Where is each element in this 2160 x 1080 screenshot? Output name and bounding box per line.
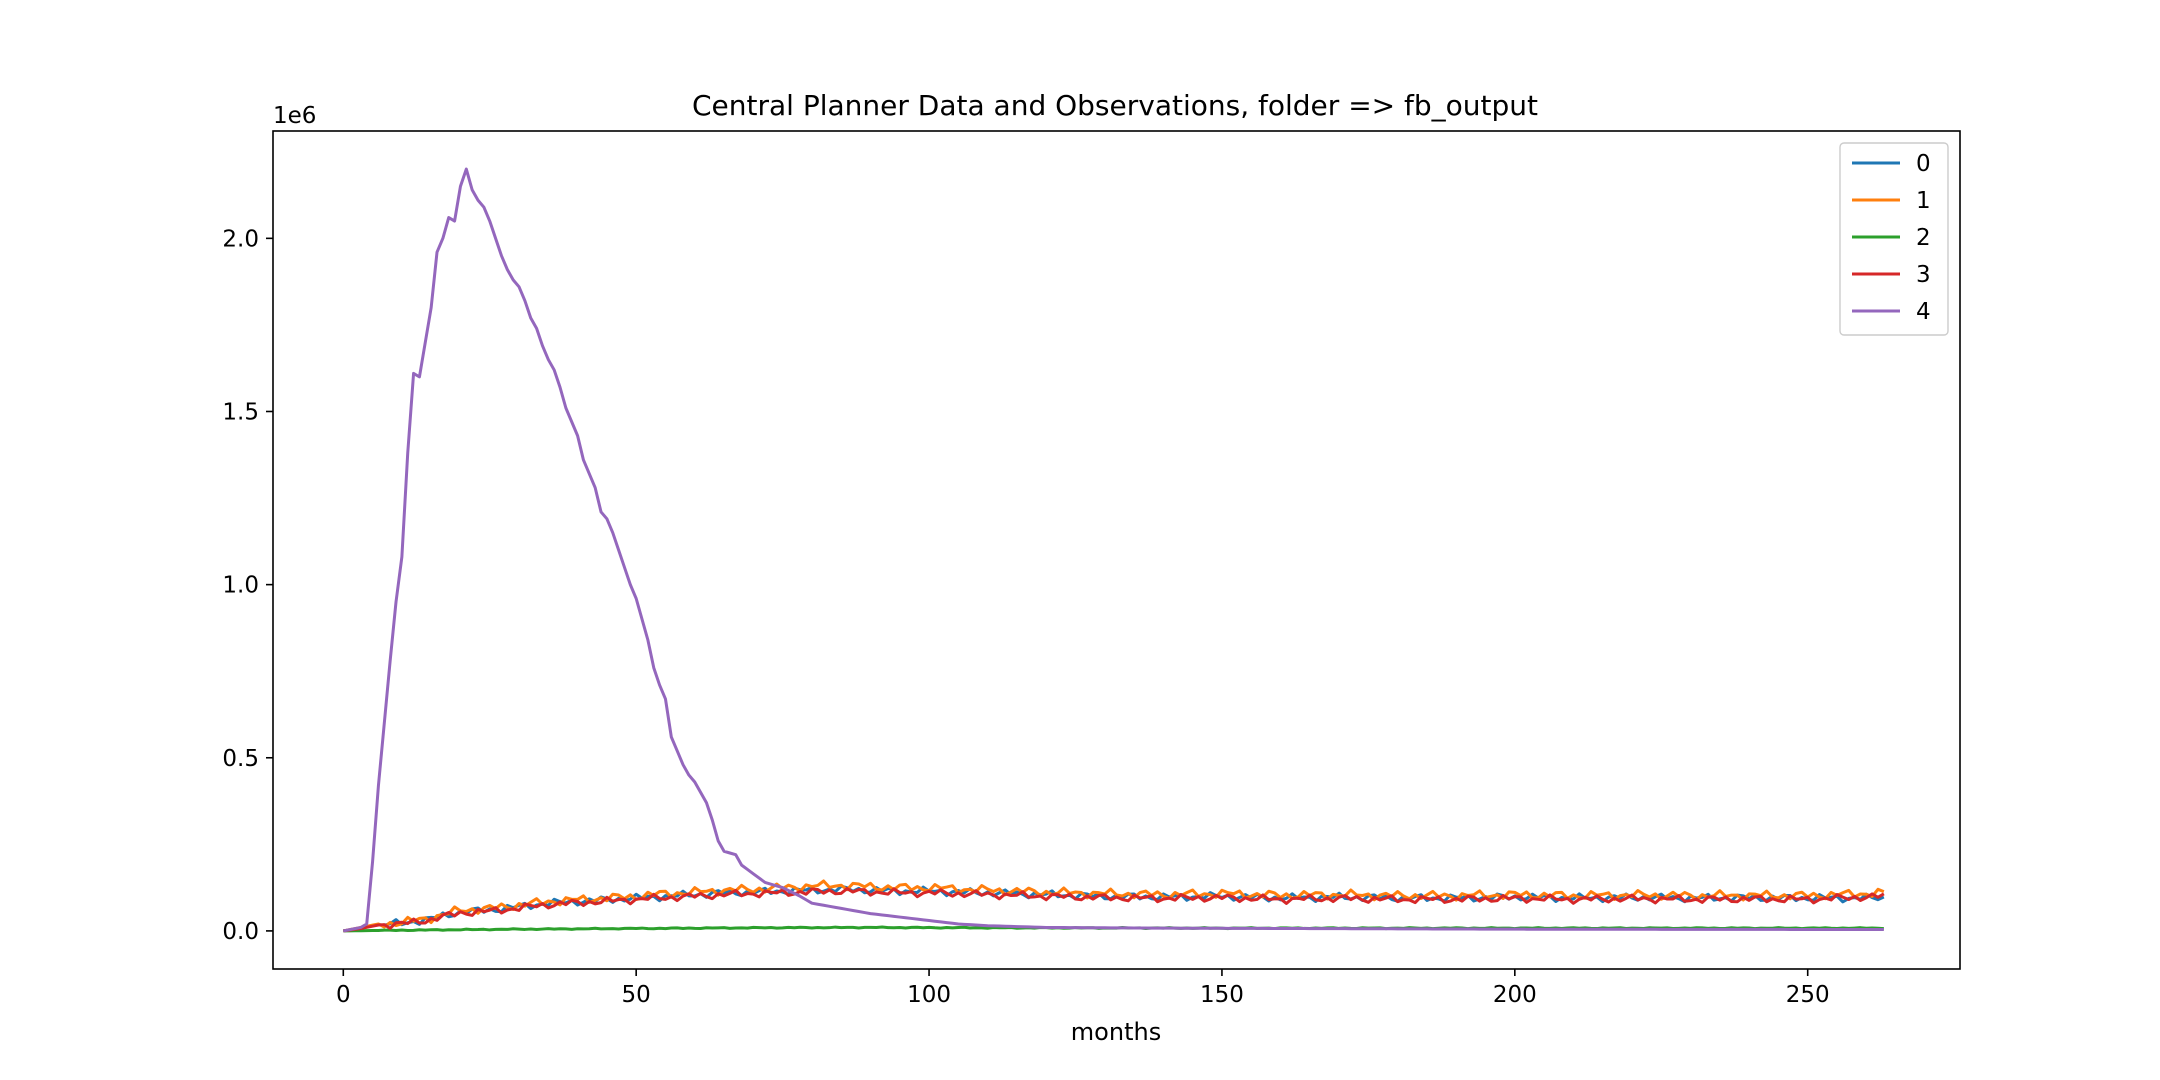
- plot-lines: [342, 167, 1885, 933]
- x-tick-label: 250: [1786, 982, 1830, 1008]
- x-axis-label: months: [1071, 1018, 1161, 1046]
- legend-label-2: 2: [1916, 225, 1931, 251]
- legend-label-1: 1: [1916, 188, 1931, 214]
- series-line-4: [342, 167, 1884, 933]
- x-tick-label: 0: [336, 982, 351, 1008]
- y-tick-label: 1.0: [222, 573, 259, 599]
- x-tick-label: 150: [1200, 982, 1244, 1008]
- x-tick-label: 50: [622, 982, 651, 1008]
- legend-label-3: 3: [1916, 262, 1931, 288]
- y-axis: 0.0 0.5 1.0 1.5 2.0: [222, 226, 273, 945]
- y-tick-label: 2.0: [222, 226, 259, 252]
- x-tick-label: 100: [907, 982, 951, 1008]
- series-line-1: [342, 879, 1885, 933]
- legend-label-0: 0: [1916, 151, 1931, 177]
- plot-frame: [272, 130, 1961, 970]
- y-axis-offset-label: 1e6: [273, 103, 316, 129]
- y-tick-label: 0.0: [222, 919, 259, 945]
- x-tick-label: 200: [1493, 982, 1537, 1008]
- y-tick-label: 1.5: [222, 399, 259, 425]
- y-tick-label: 0.5: [222, 746, 259, 772]
- series-line-3: [343, 887, 1885, 933]
- legend-label-4: 4: [1916, 299, 1931, 325]
- x-axis: 0 50 100 150 200 250: [336, 969, 1830, 1008]
- legend: 0 1 2 3 4: [1839, 142, 1949, 336]
- legend-box: [1839, 142, 1949, 336]
- chart-title: Central Planner Data and Observations, f…: [692, 89, 1538, 122]
